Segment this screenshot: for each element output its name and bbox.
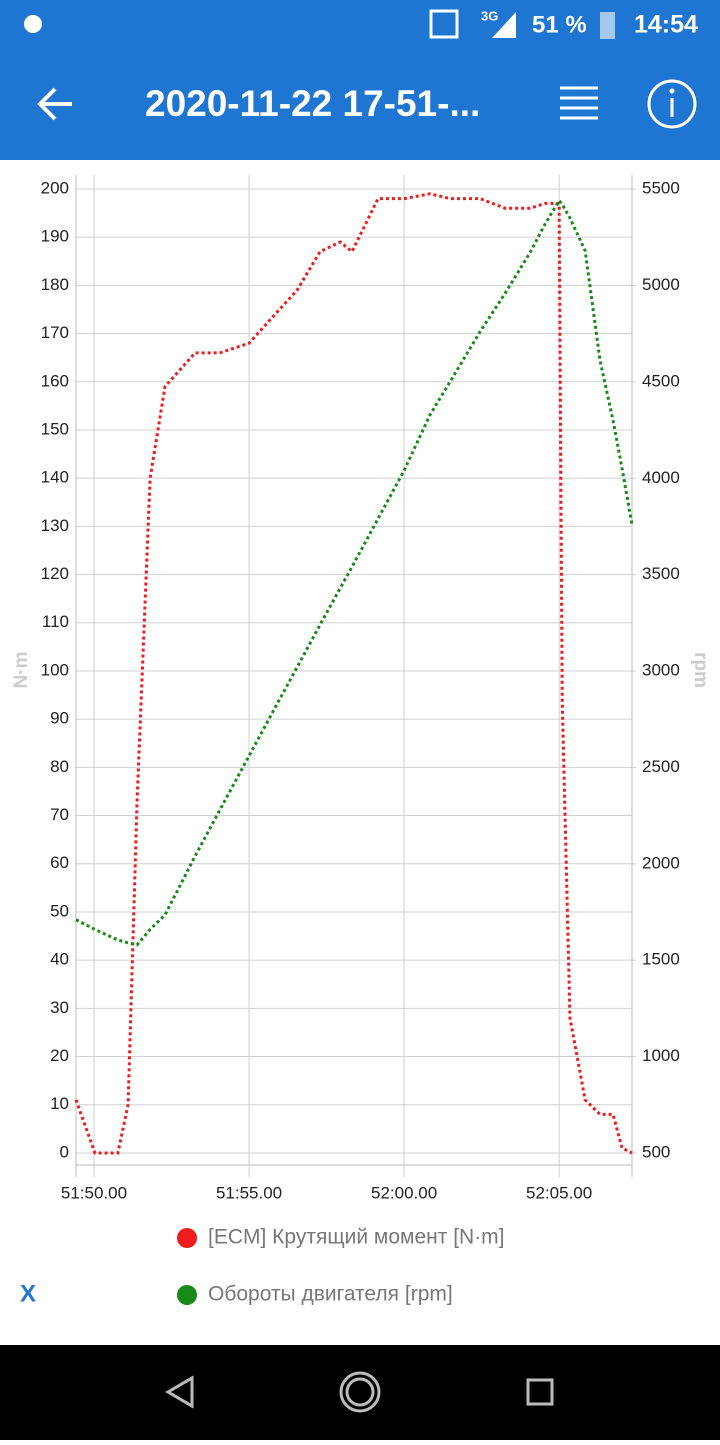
nav-home-inner — [345, 1377, 375, 1407]
status-icon — [24, 15, 42, 33]
y-axis-label: N·m — [11, 652, 32, 689]
y2-tick-label: 5500 — [642, 179, 680, 198]
y2-tick-label: 500 — [642, 1143, 670, 1162]
y2-tick-label: 4000 — [642, 468, 680, 487]
y-tick-label: 160 — [41, 371, 69, 390]
y2-tick-label: 4500 — [642, 371, 680, 390]
network-type: 3G — [481, 8, 498, 23]
battery-level: 51 % — [532, 11, 587, 38]
y2-tick-label: 5000 — [642, 275, 680, 294]
list-button[interactable] — [560, 86, 598, 120]
y-tick-label: 10 — [50, 1094, 69, 1113]
series-line — [74, 192, 633, 1155]
info-button[interactable] — [647, 79, 697, 129]
nav-recent[interactable] — [526, 1378, 554, 1406]
x-tick-label: 51:50.00 — [61, 1183, 127, 1202]
x-tick-label: 51:55.00 — [216, 1183, 282, 1202]
y2-tick-label: 2000 — [642, 853, 680, 872]
y-tick-label: 80 — [50, 757, 69, 776]
y-tick-label: 90 — [50, 709, 69, 728]
y-tick-label: 30 — [50, 998, 69, 1017]
battery-icon — [600, 12, 615, 39]
y-tick-label: 50 — [50, 901, 69, 920]
y-tick-label: 60 — [50, 853, 69, 872]
y-tick-label: 120 — [41, 564, 69, 583]
back-button[interactable] — [37, 87, 72, 121]
y2-tick-label: 2500 — [642, 757, 680, 776]
legend-marker — [177, 1228, 197, 1248]
y-tick-label: 200 — [41, 178, 69, 197]
y-tick-label: 70 — [50, 805, 69, 824]
y-tick-label: 150 — [41, 419, 69, 438]
y-tick-label: 40 — [50, 950, 69, 969]
y2-tick-label: 1500 — [642, 950, 680, 969]
series-line — [75, 198, 634, 947]
nav-home[interactable] — [339, 1371, 381, 1413]
y2-axis-label: rpm — [690, 652, 711, 688]
y-tick-label: 0 — [60, 1142, 69, 1161]
y-tick-label: 140 — [41, 468, 69, 487]
nav-back[interactable] — [165, 1375, 194, 1409]
y-tick-label: 100 — [41, 660, 69, 679]
clock: 14:54 — [634, 11, 698, 39]
legend-label: [ECM] Крутящий момент [N·m] — [208, 1226, 505, 1249]
app-title: 2020-11-22 17-51-... — [145, 83, 480, 124]
y2-tick-label: 3000 — [642, 661, 680, 680]
y-tick-label: 190 — [41, 227, 69, 246]
x-tick-label: 52:00.00 — [371, 1183, 437, 1202]
y-tick-label: 20 — [50, 1046, 69, 1065]
legend-label: Обороты двигателя [rpm] — [208, 1283, 453, 1306]
clear-button[interactable]: X — [20, 1280, 36, 1307]
chart: 0 10 20 30 40 50 60 70 80 90 100 110 120 130 140 150 160… — [11, 175, 711, 1306]
signal-icon — [492, 12, 516, 38]
nav-bar — [0, 1345, 720, 1440]
x-tick-label: 52:05.00 — [526, 1183, 592, 1202]
y-tick-label: 130 — [41, 516, 69, 535]
y2-tick-label: 1000 — [642, 1046, 680, 1065]
legend-marker — [177, 1285, 197, 1305]
y-tick-label: 180 — [41, 275, 69, 294]
nfc-icon — [429, 9, 459, 39]
y2-tick-label: 3500 — [642, 564, 680, 583]
y-tick-label: 170 — [41, 323, 69, 342]
y-tick-label: 110 — [42, 612, 69, 631]
